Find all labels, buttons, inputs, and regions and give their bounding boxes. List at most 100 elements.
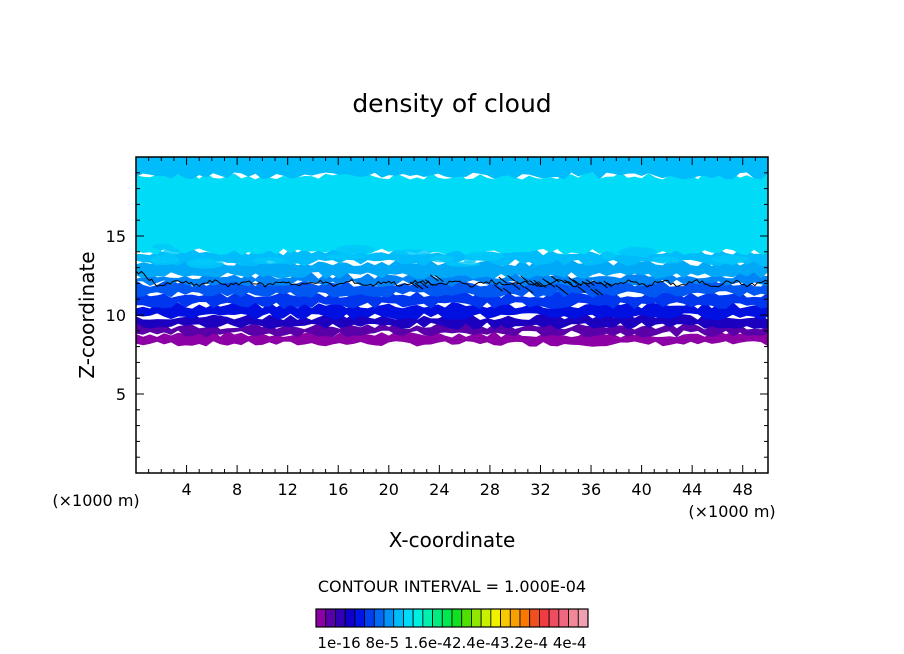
wave-contour [529,280,538,287]
field-patch [618,247,658,257]
x-tick-label: 20 [379,480,399,499]
field-patch [335,247,366,255]
field-patch [252,257,287,265]
wave-contour [572,279,582,287]
wave-contour [594,288,604,296]
y-axis: 5 10 15 [106,172,768,458]
wave-contour [546,280,556,288]
colorbar-swatch [373,608,385,628]
y-tick-label: 10 [106,306,126,325]
colorbar-swatch [383,608,395,628]
field-patch [150,255,180,265]
wave-contour [559,288,569,296]
plot-area [135,156,769,474]
x-tick-label: 36 [581,480,601,499]
colorbar-swatch [412,608,424,628]
y-axis-label: Z-coordinate [75,251,99,378]
wave-contour [430,274,439,282]
x-tick-label: 40 [631,480,651,499]
colorbar-swatch [558,608,569,628]
wave-contour [564,279,573,287]
x-tick-label: 28 [480,480,500,499]
wave-contour [507,275,516,282]
field-patch [652,256,680,264]
field-texture [150,243,749,269]
colorbar-swatch [335,608,346,628]
x-tick-label: 24 [429,480,449,499]
x-tick-label: 32 [530,480,550,499]
density-band [136,157,768,180]
field-patch [163,247,180,257]
colorbar-swatch [548,608,560,628]
colorbar-swatch [393,608,404,628]
field-patch [446,261,481,267]
wave-contour [551,275,560,283]
density-band [136,313,768,330]
field-patch [326,254,365,260]
colorbar-swatch [364,608,375,628]
colorbar-swatch [354,608,365,628]
density-band [136,172,768,256]
wave-contour [586,279,595,286]
colorbar-swatch [451,608,463,628]
wave-contour [537,281,547,289]
colorbar-swatch [471,608,482,628]
y-tick-label: 5 [116,385,126,404]
contour-line [135,270,769,288]
x-tick-label: 12 [278,480,298,499]
colorbar-swatch [500,608,511,628]
field-patch [430,255,455,263]
colorbar-swatch [480,608,492,628]
density-field [136,157,768,347]
colorbar-swatch [577,608,589,628]
colorbar-swatch [568,608,579,628]
colorbar-swatch [432,608,443,628]
wave-contour [568,277,578,285]
wave-contour [511,283,521,290]
colorbar-swatch [529,608,540,628]
density-band [136,291,768,309]
x-tick-label: 16 [328,480,348,499]
wave-contour [498,276,508,284]
colorbar [315,608,589,628]
x-unit-label-right: (×1000 m) [688,502,775,521]
contour-interval-label: CONTOUR INTERVAL = 1.000E-04 [318,577,586,596]
field-patch [711,255,749,264]
wave-contour [516,281,525,288]
wave-contour [435,275,444,283]
wave-contour [524,286,534,294]
colorbar-swatch [519,608,531,628]
field-patch [392,249,432,256]
colorbar-swatch [461,608,472,628]
wave-contour [581,280,591,288]
wave-contour [502,287,512,295]
field-patch [152,243,174,250]
x-tick-label: 4 [181,480,191,499]
colorbar-swatch [325,608,336,628]
wave-contour [599,281,608,289]
wave-contour [590,288,599,296]
density-band [136,259,768,279]
colorbar-swatch [539,608,550,628]
x-tick-label: 48 [733,480,753,499]
colorbar-swatch [441,608,453,628]
colorbar-swatch [490,608,501,628]
x-unit-label-left: (×1000 m) [52,491,139,510]
colorbar-swatch [344,608,356,628]
wave-contour [409,281,419,289]
colorbar-labels: 1e-16 8e-5 1.6e-42.4e-43.2e-4 4e-4 [317,634,586,652]
colorbar-swatch [403,608,414,628]
field-patch [600,251,616,260]
x-axis: 4 8 12 16 20 24 28 32 36 40 44 48 [148,157,756,499]
wave-contour [603,280,613,288]
chart-title: density of cloud [352,89,551,118]
colorbar-swatch [509,608,521,628]
field-patch [481,251,497,257]
x-tick-label: 8 [232,480,242,499]
density-band [136,322,768,338]
field-patch [463,259,476,264]
wave-contours [409,274,613,296]
wave-contour [419,281,429,289]
wave-contour [533,279,543,287]
